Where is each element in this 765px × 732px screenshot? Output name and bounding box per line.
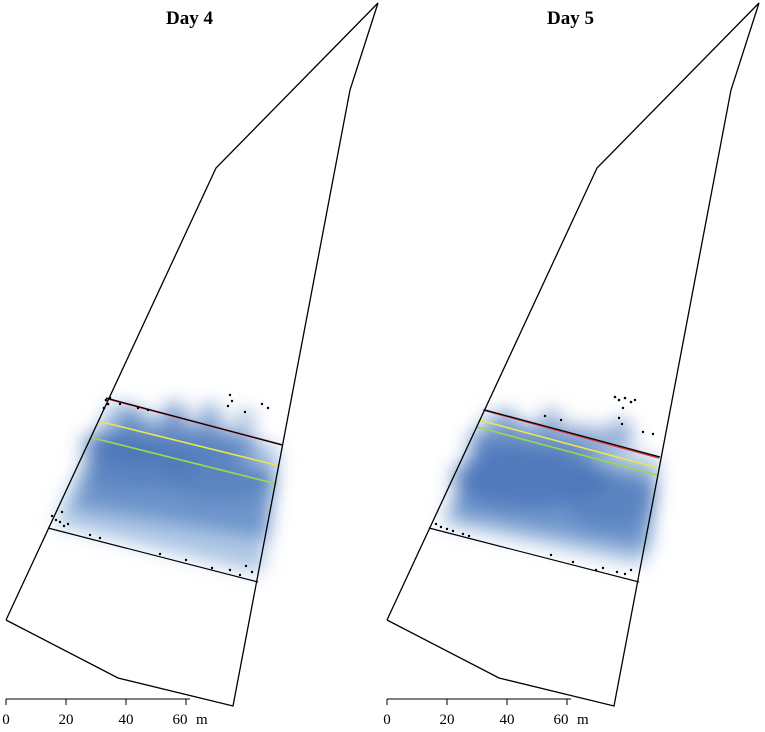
scale-unit: m	[577, 712, 589, 728]
map-panel-day5: Day 5	[381, 0, 763, 732]
observation-points	[50, 393, 270, 577]
panel-title: Day 5	[547, 8, 594, 29]
scale-tick-40: 40	[500, 712, 515, 728]
yellow-line	[478, 419, 659, 469]
scale-tick-0: 0	[2, 712, 10, 728]
observation-points	[434, 395, 655, 576]
green-line	[92, 437, 278, 485]
zone-boundary-lower	[47, 527, 259, 583]
density-cloud	[54, 402, 280, 574]
zone-boundary-upper	[484, 409, 661, 458]
zone-boundary-lower	[428, 527, 640, 583]
scale-tick-0: 0	[383, 712, 391, 728]
scale-bar: 0 20 40 60 m	[383, 698, 589, 728]
zone-boundary-upper	[105, 397, 283, 446]
yellow-line	[97, 420, 281, 467]
scale-tick-40: 40	[119, 712, 134, 728]
scale-bar: 0 20 40 60 m	[2, 698, 208, 728]
scale-tick-20: 20	[59, 712, 74, 728]
site-boundary	[386, 2, 760, 707]
scale-tick-20: 20	[440, 712, 455, 728]
scale-tick-60: 60	[554, 712, 569, 728]
panel-title: Day 4	[166, 8, 213, 29]
map-canvas: 0 20 40 60 m	[2, 2, 379, 728]
site-boundary	[5, 2, 379, 707]
scale-tick-60: 60	[173, 712, 188, 728]
green-line	[476, 426, 658, 476]
map-canvas: 0 20 40 60 m	[383, 2, 760, 728]
red-line	[482, 409, 660, 459]
map-panel-day4: Day 4	[0, 0, 382, 732]
scale-unit: m	[196, 712, 208, 728]
